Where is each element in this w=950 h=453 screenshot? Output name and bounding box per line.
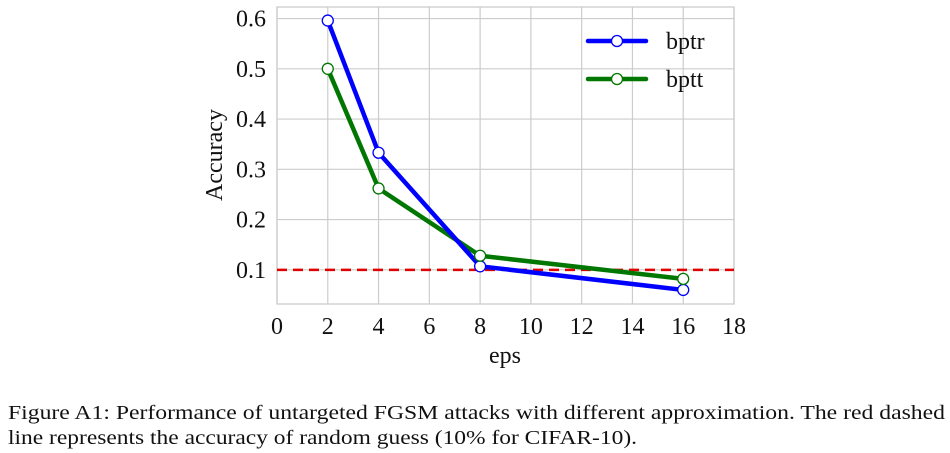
legend-marker-bptt: [610, 72, 624, 86]
legend-marker-bptr: [610, 34, 624, 48]
x-tick-label: 14: [620, 314, 644, 340]
x-tick-label: 16: [671, 314, 695, 340]
x-tick-label: 12: [570, 314, 594, 340]
plot-frame: [276, 6, 735, 305]
x-tick-label: 4: [373, 314, 385, 340]
x-axis-label: eps: [489, 343, 521, 369]
caption-line-1: Figure A1: Performance of untargeted FGS…: [8, 402, 945, 424]
y-tick-label: 0.5: [236, 57, 266, 83]
y-tick-label: 0.4: [236, 107, 266, 133]
data-point-bptt: [677, 272, 690, 286]
x-tick-label: 0: [271, 314, 283, 340]
y-tick-label: 0.1: [236, 258, 266, 284]
y-tick-labels: 0.1 0.2 0.3 0.4 0.5 0.6: [236, 7, 266, 284]
x-tick-label: 2: [322, 314, 334, 340]
x-tick-label: 10: [519, 314, 543, 340]
legend-label-bptr: bptr: [666, 29, 705, 55]
data-point-bptr: [677, 283, 690, 297]
series-line-bptr: [325, 19, 684, 293]
x-tick-label: 18: [722, 314, 746, 340]
x-tick-labels: 0 2 4 6 8 10 12 14 16 18: [271, 314, 746, 340]
series-line-bptt: [325, 67, 684, 282]
data-point-bptr: [321, 14, 334, 27]
y-tick-label: 0.3: [236, 157, 266, 183]
x-tick-label: 6: [423, 314, 435, 340]
data-point-bptt: [321, 62, 334, 75]
data-point-bptr: [372, 146, 385, 159]
series-group: [321, 14, 690, 297]
y-tick-label: 0.6: [236, 7, 266, 33]
grid: [276, 7, 735, 304]
x-tick-label: 8: [474, 314, 486, 340]
legend: bptr bptt: [585, 29, 705, 93]
data-point-bptt: [372, 182, 385, 195]
y-axis-label: Accuracy: [202, 109, 228, 201]
y-tick-label: 0.2: [236, 208, 266, 234]
data-point-bptr: [473, 260, 487, 273]
caption-line-2: line represents the accuracy of random g…: [8, 427, 637, 449]
data-point-bptt: [473, 249, 487, 262]
legend-label-bptt: bptt: [666, 67, 704, 93]
